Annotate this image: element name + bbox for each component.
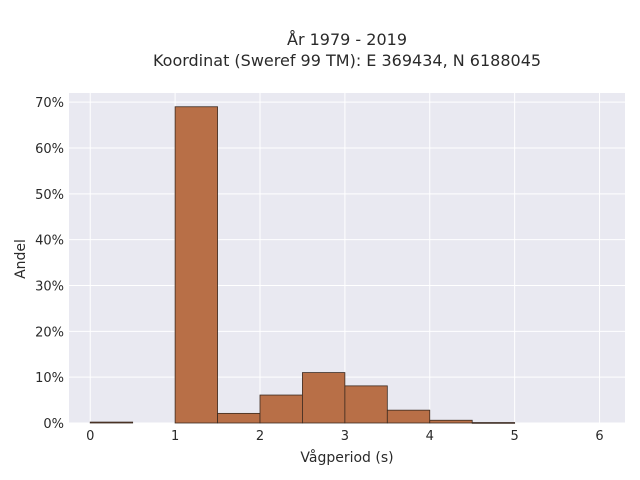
bars [89, 106, 516, 424]
y-tick-label-5: 50% [35, 188, 64, 203]
histogram-bar-7 [386, 409, 431, 424]
histogram-bar-6 [344, 385, 388, 424]
histogram-bar-3 [217, 412, 261, 424]
y-tick-label-4: 40% [35, 234, 64, 249]
x-tick-label-3: 3 [341, 429, 349, 444]
histogram-bar-0 [89, 421, 134, 424]
histogram-bar-2 [174, 106, 218, 424]
x-tick-label-1: 1 [171, 429, 179, 444]
histogram-bar-9 [471, 422, 516, 424]
x-tick-label-0: 0 [86, 429, 94, 444]
x-axis-ticks: 0 1 2 3 4 5 6 [86, 429, 604, 444]
chart-title-line1: År 1979 - 2019 [287, 30, 407, 49]
histogram-bar-5 [302, 372, 346, 424]
x-tick-label-5: 5 [511, 429, 519, 444]
x-tick-label-4: 4 [426, 429, 434, 444]
x-axis-label: Vågperiod (s) [300, 449, 393, 466]
y-axis-label: Andel [13, 239, 29, 279]
y-tick-label-0: 0% [43, 417, 64, 432]
x-tick-label-6: 6 [595, 429, 603, 444]
chart-title-line2: Koordinat (Sweref 99 TM): E 369434, N 61… [153, 51, 541, 70]
grid-lines [69, 93, 625, 424]
y-tick-label-7: 70% [35, 96, 64, 111]
y-tick-label-6: 60% [35, 142, 64, 157]
histogram-bar-4 [259, 394, 303, 424]
y-axis-ticks: 0% 10% 20% 30% 40% 50% 60% 70% [35, 96, 64, 432]
y-tick-label-1: 10% [35, 371, 64, 386]
x-tick-label-2: 2 [256, 429, 264, 444]
y-tick-label-3: 30% [35, 280, 64, 295]
histogram-bar-8 [429, 419, 473, 424]
plot-area [69, 93, 625, 423]
y-tick-label-2: 20% [35, 325, 64, 340]
